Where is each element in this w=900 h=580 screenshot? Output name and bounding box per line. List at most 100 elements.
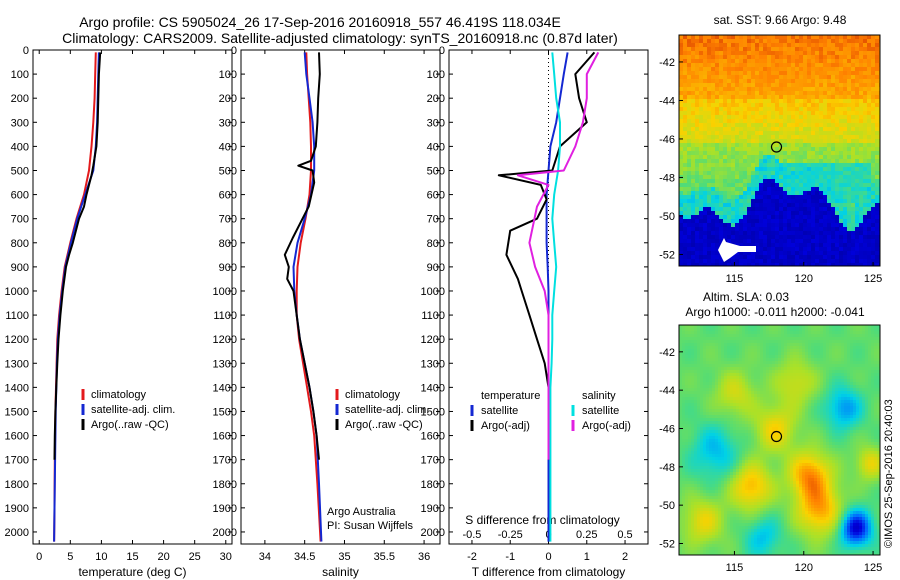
sla-map-cell (865, 385, 869, 389)
sla-map-cell (691, 394, 695, 398)
sst-map-cell (723, 227, 728, 232)
sst-map-cell (715, 247, 720, 252)
sst-map-cell (819, 255, 824, 260)
sst-map-cell (743, 191, 748, 196)
sst-map-cell (863, 155, 868, 160)
sla-map-cell (721, 388, 725, 392)
sst-map-cell (751, 79, 756, 84)
sst-map-cell (831, 43, 836, 48)
sla-map-cell (703, 358, 707, 362)
sst-map-cell (711, 183, 716, 188)
sla-map-cell (727, 373, 731, 377)
sla-map-cell (718, 367, 722, 371)
sst-map-cell (871, 255, 876, 260)
sst-map-cell (795, 227, 800, 232)
sst-map-cell (867, 103, 872, 108)
sst-map-cell (699, 103, 704, 108)
sst-map-cell (799, 55, 804, 60)
sst-map-cell (831, 239, 836, 244)
sst-map-cell (827, 123, 832, 128)
sst-map-cell (843, 227, 848, 232)
sst-map-cell (775, 167, 780, 172)
sst-map-cell (835, 123, 840, 128)
sla-map-cell (862, 367, 866, 371)
sst-map-cell (715, 231, 720, 236)
sst-map-cell (875, 119, 880, 124)
sla-map-cell (715, 337, 719, 341)
sst-map-cell (771, 235, 776, 240)
sla-map-cell (832, 364, 836, 368)
sst-map-cell (871, 91, 876, 96)
sst-map-cell (719, 215, 724, 220)
sla-map-cell (853, 373, 857, 377)
sst-map-cell (703, 191, 708, 196)
sst-map-cell (783, 147, 788, 152)
sla-map-cell (760, 346, 764, 350)
sst-map-cell (875, 211, 880, 216)
sla-map-cell (826, 364, 830, 368)
sla-map-cell (868, 349, 872, 353)
sla-map-cell (703, 337, 707, 341)
sla-map-cell (835, 328, 839, 332)
sst-map-cell (723, 59, 728, 64)
sst-map-cell (847, 231, 852, 236)
sla-map-cell (718, 343, 722, 347)
sst-map-cell (875, 115, 880, 120)
sla-map-cell (772, 391, 776, 395)
sst-map-cell (727, 35, 732, 40)
sst-map-cell (867, 135, 872, 140)
sst-map-cell (787, 231, 792, 236)
sst-map-cell (787, 55, 792, 60)
sst-map-cell (823, 131, 828, 136)
sst-map-cell (859, 59, 864, 64)
sla-map-cell (727, 343, 731, 347)
sst-map-cell (859, 107, 864, 112)
sst-map-cell (819, 83, 824, 88)
sst-map-cell (831, 99, 836, 104)
sst-map-cell (747, 87, 752, 92)
sst-map-cell (735, 191, 740, 196)
sst-map-cell (767, 247, 772, 252)
sst-map-cell (823, 35, 828, 40)
sst-map-cell (795, 215, 800, 220)
sst-map-cell (811, 51, 816, 56)
sst-map-cell (683, 255, 688, 260)
sst-map-cell (711, 67, 716, 72)
sst-map-cell (843, 175, 848, 180)
sst-map-cell (859, 183, 864, 188)
sla-map-cell (697, 325, 701, 329)
sst-map-cell (747, 175, 752, 180)
sst-map-cell (711, 155, 716, 160)
sla-map-cell (871, 343, 875, 347)
sst-map-cell (763, 239, 768, 244)
sst-map-cell (707, 51, 712, 56)
sla-map-cell (745, 385, 749, 389)
sla-map-cell (823, 367, 827, 371)
sla-map-cell (718, 379, 722, 383)
sla-map-cell (688, 397, 692, 401)
sla-map-cell (745, 376, 749, 380)
sst-map-cell (811, 103, 816, 108)
sla-map-cell (742, 388, 746, 392)
sst-map-cell (851, 239, 856, 244)
sst-map-cell (823, 175, 828, 180)
sla-map-cell (814, 364, 818, 368)
sla-map-field (679, 325, 881, 556)
sla-map-cell (769, 391, 773, 395)
sla-map-cell (787, 373, 791, 377)
sst-map-cell (871, 127, 876, 132)
sst-map-cell (855, 79, 860, 84)
sla-map-cell (730, 379, 734, 383)
sla-map-cell (826, 337, 830, 341)
sla-map-cell (859, 352, 863, 356)
sst-map-cell (807, 163, 812, 168)
sla-map-cell (745, 334, 749, 338)
sst-map-cell (687, 135, 692, 140)
sst-map-cell (735, 255, 740, 260)
sst-map-cell (787, 51, 792, 56)
sst-map-cell (815, 207, 820, 212)
sst-map-cell (775, 223, 780, 228)
sst-map-cell (723, 135, 728, 140)
sla-map-cell (724, 331, 728, 335)
sla-map-cell (823, 343, 827, 347)
